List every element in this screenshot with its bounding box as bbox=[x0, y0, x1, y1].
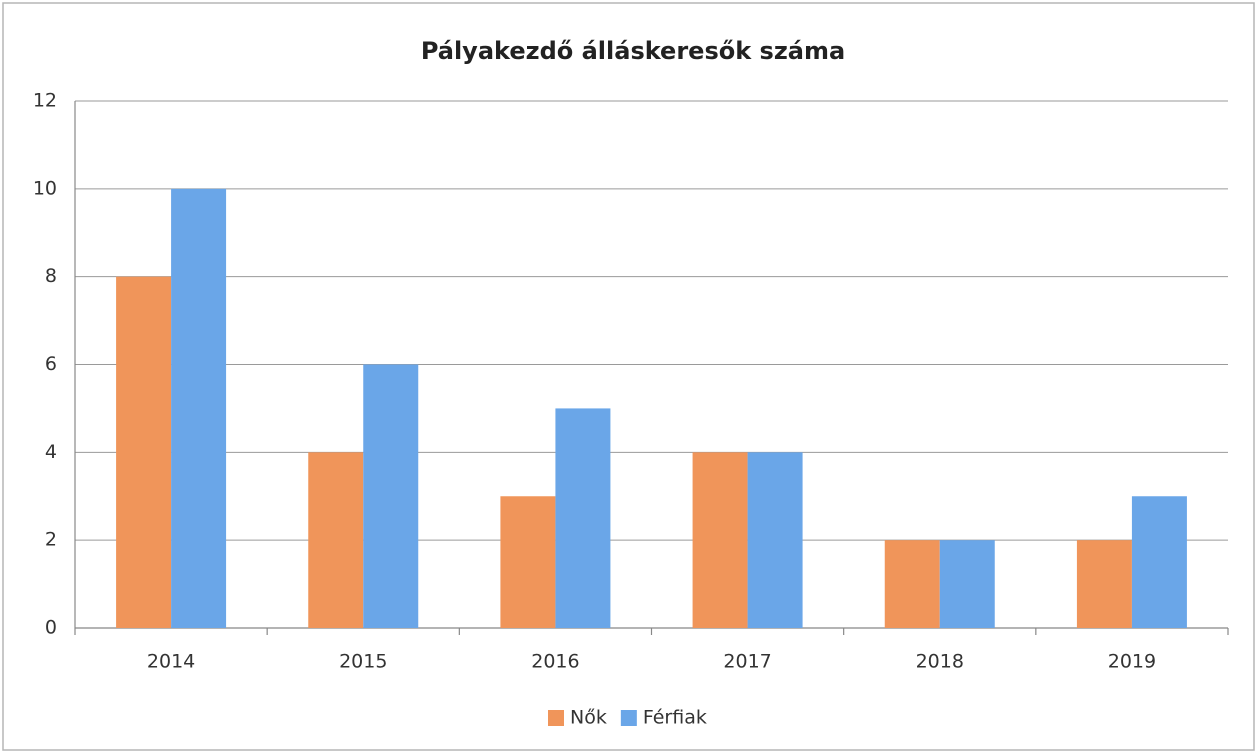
bar bbox=[939, 540, 995, 628]
y-tick-label: 6 bbox=[45, 353, 57, 375]
x-tick-label: 2015 bbox=[339, 651, 387, 673]
y-tick-label: 12 bbox=[33, 90, 57, 112]
y-tick-label: 0 bbox=[45, 617, 57, 639]
bar bbox=[116, 276, 172, 628]
bar bbox=[500, 496, 556, 628]
x-tick-label: 2018 bbox=[916, 651, 964, 673]
bar bbox=[1076, 540, 1132, 628]
bar bbox=[1131, 496, 1187, 628]
x-tick-label: 2016 bbox=[531, 651, 579, 673]
y-tick-label: 2 bbox=[45, 529, 57, 551]
bar bbox=[363, 364, 419, 628]
legend-label: Nők bbox=[570, 707, 607, 729]
bar bbox=[171, 188, 227, 629]
y-tick-label: 4 bbox=[45, 441, 57, 463]
x-tick-label: 2014 bbox=[147, 651, 195, 673]
bar bbox=[555, 408, 611, 628]
x-tick-label: 2017 bbox=[723, 651, 771, 673]
legend-swatch bbox=[620, 710, 637, 726]
y-tick-label: 8 bbox=[45, 265, 57, 287]
x-tick-label: 2019 bbox=[1108, 651, 1156, 673]
legend-swatch bbox=[548, 710, 564, 726]
bar bbox=[308, 452, 364, 628]
legend-label: Férfiak bbox=[643, 707, 707, 729]
chart-title: Pályakezdő álláskeresők száma bbox=[421, 37, 845, 65]
bar bbox=[884, 540, 940, 628]
bar bbox=[747, 452, 803, 628]
bar bbox=[692, 452, 748, 628]
y-tick-label: 10 bbox=[33, 177, 57, 199]
